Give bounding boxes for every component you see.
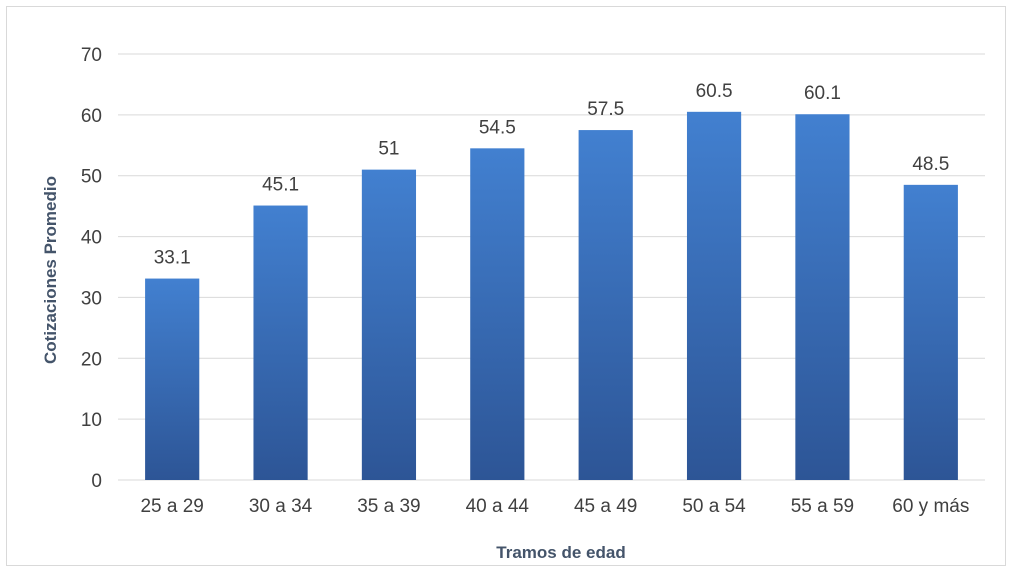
data-labels: 33.1 45.1 51 54.5 57.5 60.5 60.1 48.5 (154, 81, 950, 269)
y-tick-label: 60 (81, 106, 102, 127)
bar-45-a-49 (578, 130, 633, 481)
data-label: 54.5 (479, 117, 516, 138)
x-tick-label: 25 a 29 (140, 496, 203, 517)
bar-30-a-34 (253, 205, 308, 480)
bar-40-a-44 (470, 148, 525, 481)
x-axis-ticks: 25 a 29 30 a 34 35 a 39 40 a 44 45 a 49 50 a … (140, 496, 969, 517)
data-label: 45.1 (262, 175, 299, 196)
y-tick-label: 30 (81, 288, 102, 309)
bar-60-y-más (903, 184, 958, 481)
bars (145, 111, 958, 481)
y-tick-label: 20 (81, 349, 102, 370)
data-label: 33.1 (154, 248, 191, 269)
y-tick-label: 0 (91, 471, 102, 492)
x-tick-label: 30 a 34 (249, 496, 313, 517)
y-axis-title: Cotizaciones Promedio (41, 176, 60, 364)
y-axis-ticks: 0 10 20 30 40 50 60 70 (81, 45, 102, 492)
y-tick-label: 40 (81, 228, 102, 249)
y-tick-label: 70 (81, 45, 102, 66)
x-tick-label: 40 a 44 (466, 496, 530, 517)
data-label: 57.5 (587, 99, 624, 120)
bar-25-a-29 (145, 278, 200, 480)
data-label: 60.1 (804, 83, 841, 104)
data-label: 48.5 (912, 154, 949, 175)
x-tick-label: 55 a 59 (791, 496, 854, 517)
gridlines (118, 53, 985, 481)
x-tick-label: 60 y más (892, 496, 969, 517)
bar-50-a-54 (686, 111, 742, 481)
y-tick-label: 50 (81, 167, 102, 188)
x-tick-label: 45 a 49 (574, 496, 637, 517)
data-label: 60.5 (696, 81, 733, 102)
x-axis-title: Tramos de edad (496, 543, 625, 562)
bar-35-a-39 (361, 169, 417, 480)
y-tick-label: 10 (81, 410, 102, 431)
x-tick-label: 50 a 54 (682, 496, 746, 517)
bar-55-a-59 (795, 114, 850, 481)
data-label: 51 (378, 139, 399, 160)
x-tick-label: 35 a 39 (357, 496, 420, 517)
